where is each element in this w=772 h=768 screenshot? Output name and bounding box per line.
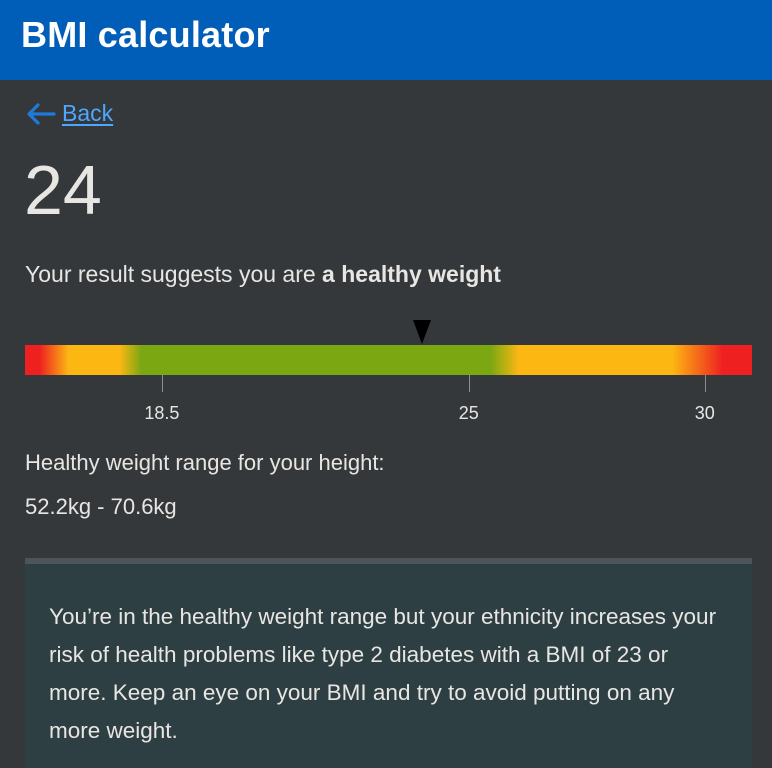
- back-link[interactable]: Back: [26, 100, 113, 127]
- bmi-gauge-bar: [25, 345, 752, 375]
- back-link-label[interactable]: Back: [62, 100, 114, 126]
- result-summary: Your result suggests you are a healthy w…: [25, 261, 501, 288]
- advice-text: You’re in the healthy weight range but y…: [49, 604, 717, 743]
- app-header: BMI calculator: [0, 0, 772, 80]
- gauge-tick: [161, 375, 163, 392]
- advice-panel: You’re in the healthy weight range but y…: [25, 558, 752, 768]
- result-category: a healthy weight: [322, 261, 501, 287]
- bmi-gauge: 18.5 25 30: [25, 318, 752, 423]
- gauge-tick-label: 18.5: [144, 403, 180, 423]
- page-title: BMI calculator: [21, 14, 270, 55]
- gauge-tick-label: 25: [458, 403, 479, 423]
- arrow-left-icon: [26, 102, 56, 125]
- gauge-tick: [704, 375, 706, 392]
- bmi-result-value: 24: [24, 151, 102, 229]
- gauge-tick-label: 30: [694, 403, 715, 423]
- bmi-marker-icon: [412, 320, 431, 344]
- healthy-range-value: 52.2kg - 70.6kg: [25, 494, 177, 519]
- result-summary-prefix: Your result suggests you are: [25, 261, 323, 287]
- gauge-tick: [468, 375, 470, 392]
- healthy-range-heading: Healthy weight range for your height:: [25, 450, 385, 475]
